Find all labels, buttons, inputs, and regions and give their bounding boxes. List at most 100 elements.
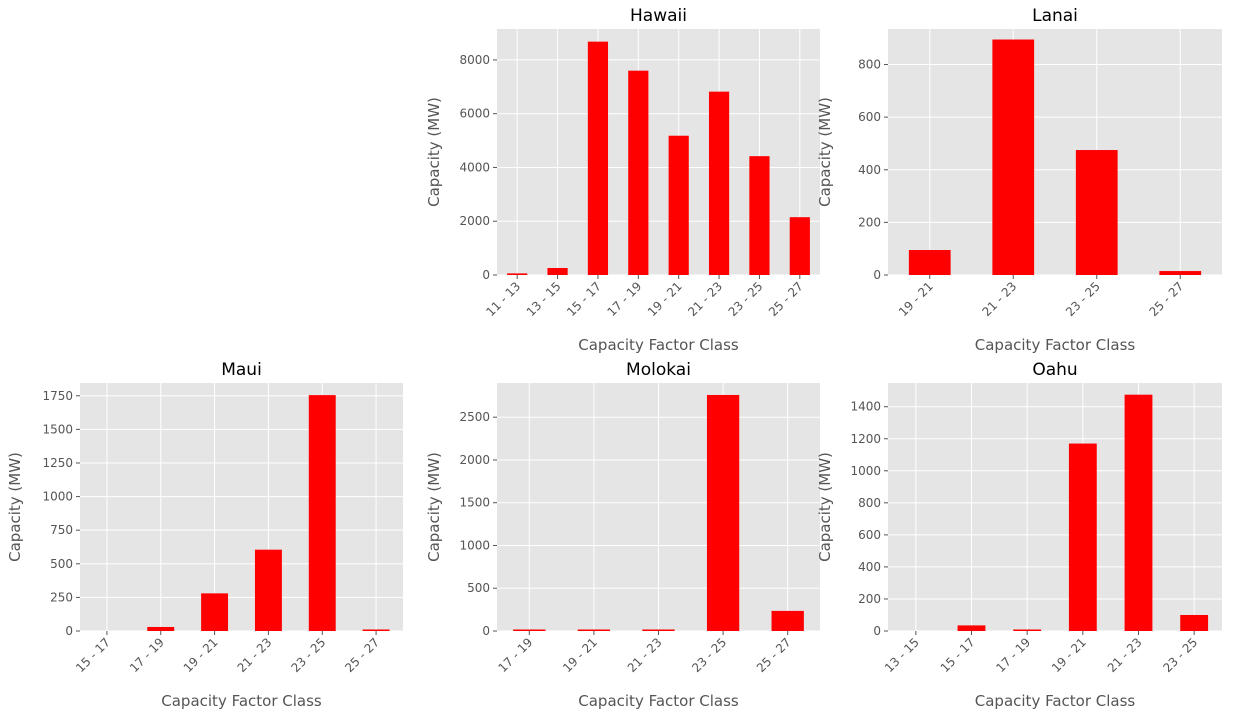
bar-21-23: [642, 629, 675, 631]
x-tick-label: 15 - 17: [73, 635, 113, 675]
bar-19-21: [668, 135, 689, 275]
y-tick-label: 400: [858, 163, 881, 177]
y-tick-label: 0: [65, 624, 73, 638]
x-tick-label: 19 - 21: [1049, 635, 1089, 675]
y-tick-label: 1500: [42, 422, 73, 436]
x-tick-label: 13 - 15: [882, 635, 922, 675]
y-axis-label: Capacity (MW): [816, 97, 834, 207]
bar-19-21: [1068, 443, 1097, 631]
x-tick-label: 21 - 23: [685, 279, 725, 319]
x-tick-label: 17 - 19: [495, 635, 535, 675]
y-tick-label: 200: [858, 215, 881, 229]
y-tick-label: 800: [858, 496, 881, 510]
x-tick-label: 17 - 19: [127, 635, 167, 675]
x-tick-label: 19 - 21: [896, 279, 936, 319]
bar-15-17: [957, 625, 986, 631]
chart-molokai: 0 500 1000 1500 2000 2500 17 - 19 19 - 21 21 - 2…: [425, 360, 820, 710]
x-tick-label: 23 - 25: [726, 279, 766, 319]
x-axis-label: Capacity Factor Class: [161, 692, 322, 710]
bar-23-25: [1180, 614, 1209, 631]
y-tick-label: 250: [50, 590, 73, 604]
y-tick-label: 1250: [42, 456, 73, 470]
bar-21-23: [1124, 394, 1153, 631]
x-tick-label: 11 - 13: [483, 279, 523, 319]
chart-lanai: 0 200 400 600 800 19 - 21 21 - 23 23 - 25 25 - 2…: [816, 6, 1222, 354]
y-tick-label: 1500: [459, 496, 490, 510]
x-tick-label: 25 - 27: [754, 635, 794, 675]
x-tick-label: 23 - 25: [1063, 279, 1103, 319]
chart-title: Lanai: [1032, 6, 1078, 26]
bar-15-17: [587, 41, 609, 276]
x-tick-label: 23 - 25: [1160, 635, 1200, 675]
y-tick-label: 600: [858, 110, 881, 124]
x-tick-label: 23 - 25: [288, 635, 328, 675]
x-tick-label: 19 - 21: [645, 279, 685, 319]
y-tick-label: 1200: [850, 432, 881, 446]
y-axis-label: Capacity (MW): [6, 452, 24, 562]
bar-21-23: [992, 39, 1035, 275]
y-tick-label: 0: [482, 624, 490, 638]
y-tick-label: 2000: [459, 214, 490, 228]
y-tick-label: 500: [50, 557, 73, 571]
x-tick-label: 21 - 23: [979, 279, 1019, 319]
x-axis-label: Capacity Factor Class: [975, 336, 1136, 354]
y-tick-label: 0: [873, 624, 881, 638]
x-tick-label: 13 - 15: [524, 279, 564, 319]
y-tick-label: 0: [873, 268, 881, 282]
x-axis-label: Capacity Factor Class: [975, 692, 1136, 710]
plot-area: [80, 383, 403, 631]
x-tick-label: 21 - 23: [1105, 635, 1145, 675]
y-tick-label: 500: [467, 581, 490, 595]
x-tick-label: 19 - 21: [181, 635, 221, 675]
y-tick-label: 0: [482, 268, 490, 282]
bar-13-15: [547, 268, 568, 275]
bar-19-21: [908, 250, 951, 275]
y-tick-label: 2000: [459, 453, 490, 467]
bar-23-25: [749, 156, 770, 275]
bar-11-13: [507, 273, 528, 275]
bar-19-21: [577, 629, 611, 631]
chart-title: Oahu: [1032, 360, 1077, 380]
y-tick-label: 800: [858, 58, 881, 72]
x-axis-label: Capacity Factor Class: [578, 692, 739, 710]
chart-title: Maui: [221, 360, 262, 380]
x-tick-label: 15 - 17: [938, 635, 978, 675]
y-tick-label: 200: [858, 592, 881, 606]
y-axis-label: Capacity (MW): [425, 97, 443, 207]
x-tick-label: 25 - 27: [1146, 279, 1186, 319]
bar-25-27: [1159, 271, 1202, 275]
x-tick-label: 19 - 21: [560, 635, 600, 675]
plot-area: [888, 29, 1222, 275]
chart-maui: 0 250 500 750 1000 1250 1500 1750 15 - 17 17 - 19…: [6, 360, 403, 710]
plot-area: [497, 29, 820, 275]
x-tick-label: 17 - 19: [993, 635, 1033, 675]
y-tick-label: 600: [858, 528, 881, 542]
bar-25-27: [362, 629, 390, 631]
chart-title: Molokai: [626, 360, 691, 380]
bar-23-25: [308, 395, 336, 631]
chart-oahu: 0 200 400 600 800 1000 1200 1400 13 - 15 15 - 17 1…: [816, 360, 1222, 710]
bar-23-25: [706, 394, 740, 631]
bar-25-27: [771, 610, 804, 631]
bar-23-25: [1075, 150, 1118, 275]
y-tick-label: 1750: [42, 389, 73, 403]
chart-hawaii: 0 2000 4000 6000 8000 11 - 13 13 - 15 15 - 17 17…: [425, 6, 820, 354]
x-tick-label: 21 - 23: [625, 635, 665, 675]
x-tick-label: 17 - 19: [604, 279, 644, 319]
x-axis-label: Capacity Factor Class: [578, 336, 739, 354]
y-tick-label: 1000: [42, 490, 73, 504]
y-tick-label: 1400: [850, 400, 881, 414]
y-tick-label: 1000: [850, 464, 881, 478]
x-tick-label: 25 - 27: [766, 279, 806, 319]
bar-17-19: [147, 626, 175, 631]
x-tick-label: 21 - 23: [235, 635, 275, 675]
bar-19-21: [201, 593, 229, 631]
bar-21-23: [254, 549, 282, 631]
y-tick-label: 750: [50, 523, 73, 537]
bar-17-19: [628, 70, 649, 275]
y-tick-label: 1000: [459, 538, 490, 552]
y-axis-label: Capacity (MW): [425, 452, 443, 562]
y-tick-label: 4000: [459, 160, 490, 174]
x-tick-label: 25 - 27: [342, 635, 382, 675]
